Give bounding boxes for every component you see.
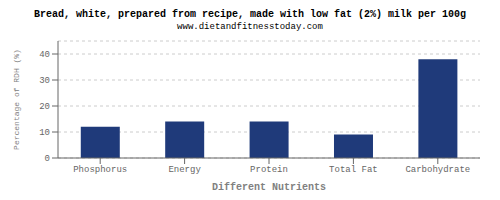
svg-text:Energy: Energy: [168, 165, 201, 175]
svg-text:0: 0: [45, 154, 50, 164]
svg-text:Total Fat: Total Fat: [329, 165, 378, 175]
svg-text:20: 20: [39, 102, 50, 112]
svg-text:Phosphorus: Phosphorus: [73, 165, 127, 175]
html-text:Bread, white, prepared from re: Bread, white, prepared from recipe, made…: [34, 9, 466, 20]
svg-text:30: 30: [39, 76, 50, 86]
svg-text:10: 10: [39, 128, 50, 138]
svg-text:Percentage of RDH (%): Percentage of RDH (%): [12, 49, 21, 150]
svg-text:Different Nutrients: Different Nutrients: [212, 182, 326, 192]
svg-text:Carbohydrate: Carbohydrate: [405, 165, 470, 175]
html-text:www.dietandfitnesstoday.com: www.dietandfitnesstoday.com: [177, 22, 323, 32]
svg-text:Protein: Protein: [250, 165, 288, 175]
svg-text:40: 40: [39, 50, 50, 60]
